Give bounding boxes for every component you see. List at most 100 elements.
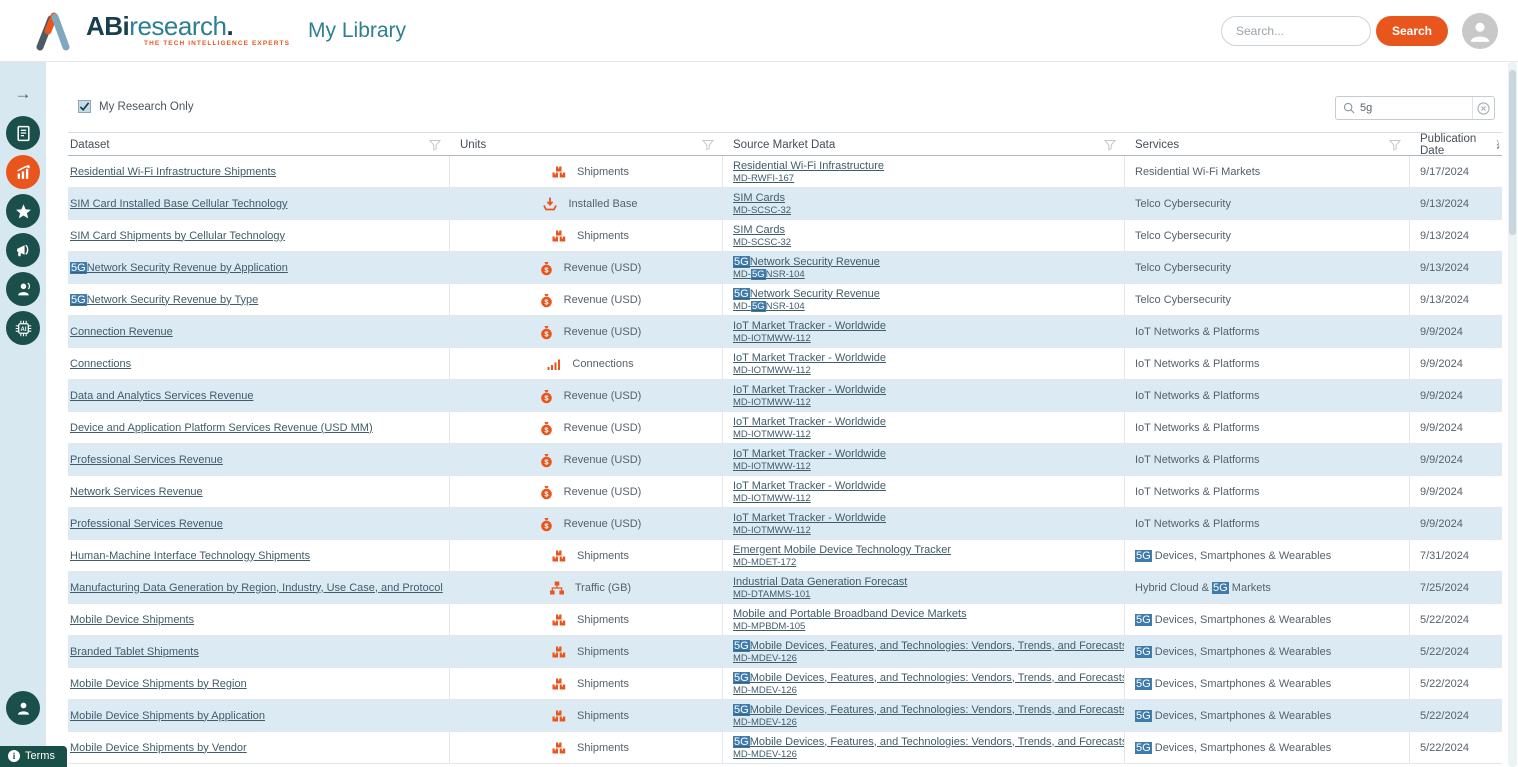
global-search-input[interactable]	[1220, 15, 1371, 46]
source-market-data-link[interactable]: Emergent Mobile Device Technology Tracke…	[733, 543, 952, 556]
terms-link[interactable]: i Terms	[0, 746, 67, 767]
dataset-link[interactable]: Data and Analytics Services Revenue	[70, 389, 254, 402]
dataset-link[interactable]: Residential Wi-Fi Infrastructure Shipmen…	[70, 165, 277, 178]
dataset-link[interactable]: Mobile Device Shipments	[70, 613, 195, 626]
sidebar-item-market-data[interactable]	[6, 155, 40, 189]
source-market-data-link[interactable]: 5GMobile Devices, Features, and Technolo…	[733, 703, 1125, 716]
source-code-link[interactable]: MD-IOTMWW-112	[733, 492, 811, 504]
source-code-link[interactable]: MD-RWFI-167	[733, 172, 795, 184]
source-market-data-link[interactable]: IoT Market Tracker - Worldwide	[733, 319, 887, 332]
sidebar-item-favorites[interactable]	[6, 194, 40, 228]
column-header-dataset[interactable]: Dataset	[68, 133, 450, 157]
table-row[interactable]: Human-Machine Interface Technology Shipm…	[68, 540, 1502, 572]
source-code-link[interactable]: MD-MDEV-126	[733, 716, 797, 728]
source-code-link[interactable]: MD-IOTMWW-112	[733, 460, 811, 472]
source-market-data-link[interactable]: IoT Market Tracker - Worldwide	[733, 479, 887, 492]
dataset-link[interactable]: Mobile Device Shipments by Vendor	[70, 741, 247, 754]
my-research-only-checkbox[interactable]: My Research Only	[78, 100, 194, 113]
dataset-link[interactable]: Branded Tablet Shipments	[70, 645, 199, 658]
source-code-link[interactable]: MD-MDEV-126	[733, 684, 797, 696]
source-market-data-link[interactable]: 5GMobile Devices, Features, and Technolo…	[733, 639, 1125, 652]
source-code-link[interactable]: MD-MDEV-126	[733, 652, 797, 664]
table-row[interactable]: SIM Card Shipments by Cellular Technolog…	[68, 220, 1502, 252]
sidebar-expand-icon[interactable]: →	[14, 84, 32, 103]
table-row[interactable]: Network Services Revenue $ Revenue (USD)…	[68, 476, 1502, 508]
dataset-link[interactable]: SIM Card Installed Base Cellular Technol…	[70, 197, 288, 210]
table-row[interactable]: 5GNetwork Security Revenue by Type $ Rev…	[68, 284, 1502, 316]
checkbox-checked-icon[interactable]	[78, 100, 91, 113]
table-row[interactable]: Mobile Device Shipments by Vendor Shipme…	[68, 732, 1502, 764]
source-code-link[interactable]: MD-IOTMWW-112	[733, 428, 811, 440]
sidebar-item-analyst-inquiry[interactable]	[6, 272, 40, 306]
dataset-link[interactable]: 5GNetwork Security Revenue by Applicatio…	[70, 261, 288, 274]
global-search-button[interactable]: Search	[1375, 15, 1448, 46]
source-code-link[interactable]: MD-DTAMMS-101	[733, 588, 811, 600]
sidebar-item-account[interactable]	[6, 691, 40, 725]
table-row[interactable]: Branded Tablet Shipments Shipments 5GMob…	[68, 636, 1502, 668]
dataset-link[interactable]: Connection Revenue	[70, 325, 173, 338]
table-row[interactable]: Professional Services Revenue $ Revenue …	[68, 444, 1502, 476]
clear-search-button[interactable]	[1472, 97, 1494, 119]
dataset-link[interactable]: Mobile Device Shipments by Application	[70, 709, 266, 722]
filter-funnel-icon[interactable]	[702, 139, 714, 151]
table-row[interactable]: Mobile Device Shipments by Application S…	[68, 700, 1502, 732]
source-code-link[interactable]: MD-IOTMWW-112	[733, 332, 811, 344]
source-code-link[interactable]: MD-IOTMWW-112	[733, 396, 811, 408]
table-row[interactable]: Professional Services Revenue $ Revenue …	[68, 508, 1502, 540]
column-header-units[interactable]: Units	[450, 133, 723, 157]
source-market-data-link[interactable]: 5GNetwork Security Revenue	[733, 287, 880, 300]
abi-research-logo[interactable]: ABiresearch. THE TECH INTELLIGENCE EXPER…	[34, 11, 290, 51]
sidebar-item-reports[interactable]	[6, 116, 40, 150]
user-avatar[interactable]	[1462, 12, 1498, 49]
table-search-input[interactable]	[1360, 102, 1472, 114]
sort-descending-icon[interactable]: ↓	[1495, 139, 1502, 151]
vertical-scrollbar[interactable]	[1508, 62, 1517, 767]
table-row[interactable]: SIM Card Installed Base Cellular Technol…	[68, 188, 1502, 220]
source-code-link[interactable]: MD-IOTMWW-112	[733, 364, 811, 376]
dataset-link[interactable]: Network Services Revenue	[70, 485, 203, 498]
dataset-link[interactable]: Professional Services Revenue	[70, 517, 223, 530]
source-market-data-link[interactable]: Mobile and Portable Broadband Device Mar…	[733, 607, 967, 620]
source-code-link[interactable]: MD-5GNSR-104	[733, 300, 805, 312]
column-header-services[interactable]: Services	[1125, 133, 1410, 157]
dataset-link[interactable]: Human-Machine Interface Technology Shipm…	[70, 549, 311, 562]
source-market-data-link[interactable]: Industrial Data Generation Forecast	[733, 575, 908, 588]
source-market-data-link[interactable]: IoT Market Tracker - Worldwide	[733, 351, 887, 364]
source-market-data-link[interactable]: IoT Market Tracker - Worldwide	[733, 511, 887, 524]
source-market-data-link[interactable]: 5GNetwork Security Revenue	[733, 255, 880, 268]
column-header-publication-date[interactable]: Publication Date ↓ ⋮	[1410, 133, 1503, 157]
column-header-source-market-data[interactable]: Source Market Data	[723, 133, 1125, 157]
table-row[interactable]: Connection Revenue $ Revenue (USD) IoT M…	[68, 316, 1502, 348]
table-row[interactable]: Residential Wi-Fi Infrastructure Shipmen…	[68, 156, 1502, 188]
scrollbar-thumb[interactable]	[1509, 70, 1516, 235]
source-market-data-link[interactable]: 5GMobile Devices, Features, and Technolo…	[733, 735, 1125, 748]
source-code-link[interactable]: MD-5GNSR-104	[733, 268, 805, 280]
dataset-link[interactable]: 5GNetwork Security Revenue by Type	[70, 293, 259, 306]
dataset-link[interactable]: Device and Application Platform Services…	[70, 421, 373, 434]
table-row[interactable]: Mobile Device Shipments Shipments Mobile…	[68, 604, 1502, 636]
dataset-link[interactable]: Connections	[70, 357, 132, 370]
sidebar-item-ai-assistant[interactable]: AI	[6, 311, 40, 345]
table-row[interactable]: Data and Analytics Services Revenue $ Re…	[68, 380, 1502, 412]
source-market-data-link[interactable]: IoT Market Tracker - Worldwide	[733, 447, 887, 460]
table-row[interactable]: Device and Application Platform Services…	[68, 412, 1502, 444]
filter-funnel-icon[interactable]	[429, 139, 441, 151]
source-market-data-link[interactable]: 5GMobile Devices, Features, and Technolo…	[733, 671, 1125, 684]
source-market-data-link[interactable]: IoT Market Tracker - Worldwide	[733, 415, 887, 428]
dataset-link[interactable]: Professional Services Revenue	[70, 453, 223, 466]
source-market-data-link[interactable]: SIM Cards	[733, 223, 785, 236]
dataset-link[interactable]: Manufacturing Data Generation by Region,…	[70, 581, 443, 594]
source-market-data-link[interactable]: Residential Wi-Fi Infrastructure	[733, 159, 884, 172]
source-code-link[interactable]: MD-MPBDM-105	[733, 620, 806, 632]
table-row[interactable]: Mobile Device Shipments by Region Shipme…	[68, 668, 1502, 700]
source-code-link[interactable]: MD-SCSC-32	[733, 204, 792, 216]
source-market-data-link[interactable]: SIM Cards	[733, 191, 785, 204]
table-row[interactable]: Connections Connections IoT Market Track…	[68, 348, 1502, 380]
filter-funnel-icon[interactable]	[1104, 139, 1116, 151]
source-code-link[interactable]: MD-IOTMWW-112	[733, 524, 811, 536]
dataset-link[interactable]: Mobile Device Shipments by Region	[70, 677, 247, 690]
source-code-link[interactable]: MD-MDET-172	[733, 556, 797, 568]
table-row[interactable]: Manufacturing Data Generation by Region,…	[68, 572, 1502, 604]
source-code-link[interactable]: MD-MDEV-126	[733, 748, 797, 760]
source-code-link[interactable]: MD-SCSC-32	[733, 236, 792, 248]
